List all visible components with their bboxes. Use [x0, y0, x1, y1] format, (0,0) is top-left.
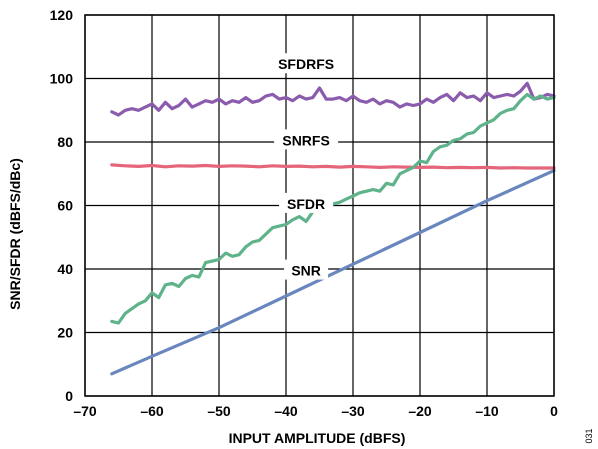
series-label-bg [279, 192, 334, 213]
x-tick-label: –10 [475, 403, 499, 419]
series-label-bg [269, 53, 344, 74]
y-tick-label: 60 [57, 198, 73, 214]
series-label-sfdr: SFDR [287, 196, 325, 212]
plot-frame [84, 14, 555, 397]
y-tick-label: 20 [57, 325, 73, 341]
figure-id: 031 [584, 428, 594, 443]
y-tick-label: 120 [50, 7, 74, 23]
series-line-snr [110, 169, 556, 376]
series-label-snrfs: SNRFS [282, 132, 329, 148]
x-tick-label: –70 [73, 403, 97, 419]
y-tick-label: 40 [57, 261, 73, 277]
series-line-snrfs [110, 163, 556, 170]
tick-labels: –70 –60 –50 –40 –30 –20 –10 0 0 20 40 60 80 100 120 [50, 7, 558, 419]
x-tick-label: –50 [207, 403, 231, 419]
x-tick-label: –40 [274, 403, 298, 419]
x-tick-label: 0 [550, 403, 558, 419]
y-tick-label: 100 [50, 71, 74, 87]
x-tick-label: –20 [408, 403, 432, 419]
x-axis-title: INPUT AMPLITUDE (dBFS) [229, 430, 406, 446]
series-label-bg [274, 129, 339, 150]
x-tick-label: –30 [341, 403, 365, 419]
x-tick-label: –60 [140, 403, 164, 419]
y-tick-label: 80 [57, 134, 73, 150]
series-lines [110, 81, 556, 376]
series-line-sfdrfs [110, 81, 556, 117]
series-label-snr: SNR [291, 263, 321, 279]
series-label-bg [284, 259, 329, 280]
series-label-sfdrfs: SFDRFS [278, 56, 334, 72]
y-axis-title: SNR/SFDR (dBFS/dBc) [7, 158, 23, 310]
y-tick-label: 0 [65, 388, 73, 404]
series-labels: SFDRFS SNRFS SFDR SNR [269, 53, 344, 280]
